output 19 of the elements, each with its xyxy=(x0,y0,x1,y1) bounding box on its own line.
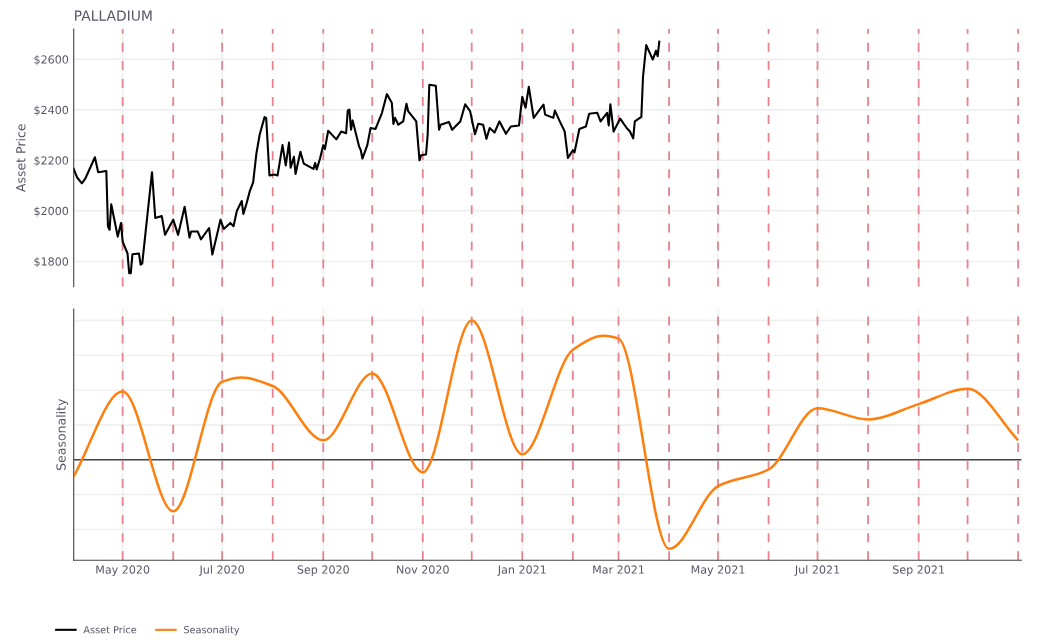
x-tick-label: Jul 2021 xyxy=(794,565,840,576)
y-axis-title: Seasonality xyxy=(56,398,69,471)
x-tick-label: Jan 2021 xyxy=(497,565,546,576)
x-tick-label: Mar 2021 xyxy=(593,565,644,574)
x-tick-label: Sep 2020 xyxy=(297,565,349,576)
y-tick-label: $1800 xyxy=(34,257,69,268)
legend-label: Seasonality xyxy=(184,625,240,636)
legend-label: Asset Price xyxy=(83,625,137,634)
y-tick-label: $2600 xyxy=(34,55,69,66)
y-tick-label: $2400 xyxy=(34,105,69,116)
x-tick-label: Sep 2021 xyxy=(893,565,944,576)
x-tick-label: May 2021 xyxy=(691,565,745,576)
y-axis-title: Asset Price xyxy=(15,124,26,192)
y-tick-label: $2000 xyxy=(34,206,69,217)
chart-title: PALLADIUM xyxy=(75,10,152,21)
y-tick-label: $2200 xyxy=(34,156,69,167)
x-tick-label: Jul 2020 xyxy=(198,565,245,576)
x-tick-label: May 2020 xyxy=(96,565,150,576)
x-tick-label: Nov 2020 xyxy=(397,565,449,574)
